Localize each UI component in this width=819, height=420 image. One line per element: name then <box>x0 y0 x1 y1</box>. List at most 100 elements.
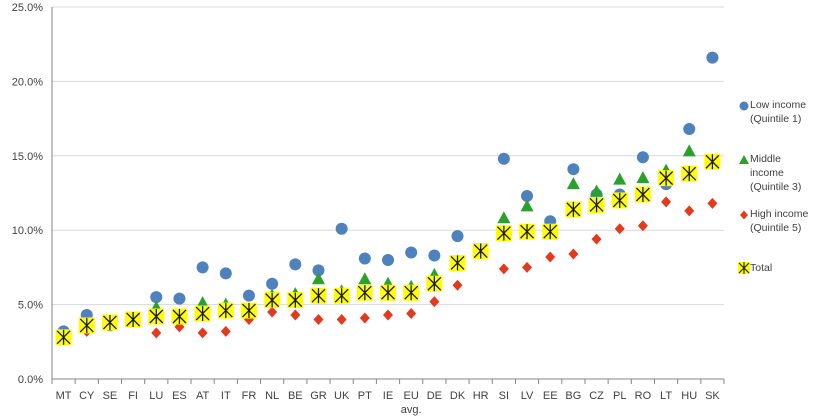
data-point <box>359 312 370 324</box>
data-point <box>313 313 324 325</box>
x-tick-label: SE <box>103 390 118 402</box>
legend-label: (Quintile 5) <box>750 222 801 234</box>
data-point <box>310 287 327 304</box>
data-point <box>428 249 441 262</box>
series-triangle <box>149 144 696 313</box>
x-tick-label: GR <box>310 390 327 402</box>
data-point <box>380 284 396 301</box>
x-tick-label: RO <box>635 390 652 402</box>
x-tick-label: LU <box>149 390 163 402</box>
data-point <box>197 327 208 339</box>
data-point <box>289 258 302 271</box>
x-tick-label: FR <box>242 390 257 402</box>
legend: Low income (Quintile 1) Middle income (Quint… <box>738 99 809 274</box>
data-point <box>148 308 165 325</box>
data-point <box>522 261 533 273</box>
data-point <box>356 284 373 301</box>
data-point <box>588 196 605 213</box>
legend-marker <box>739 155 749 164</box>
y-tick-label: 25.0% <box>12 2 43 14</box>
x-tick-label: SI <box>499 390 509 402</box>
data-point <box>55 329 72 346</box>
data-point <box>521 189 534 202</box>
data-point <box>150 291 163 304</box>
series-diamond <box>81 196 718 339</box>
data-point <box>264 292 281 309</box>
legend-label: (Quintile 1) <box>750 113 801 125</box>
x-tick-label: NL <box>265 390 279 402</box>
data-point <box>429 296 440 308</box>
legend-label: Middle <box>750 153 781 165</box>
data-point <box>682 144 696 157</box>
y-tick-label: 15.0% <box>12 151 43 163</box>
x-tick-label: ES <box>172 390 187 402</box>
data-point <box>266 277 279 290</box>
data-point <box>125 311 142 328</box>
legend-item: Middle income (Quintile 3) <box>739 153 801 193</box>
x-tick-label: CZ <box>589 390 604 402</box>
data-point <box>287 292 304 309</box>
data-point <box>684 205 695 217</box>
y-axis-tick-labels: 0.0% 5.0% 10.0% 15.0% 20.0% 25.0% <box>12 2 43 386</box>
y-tick-label: 5.0% <box>18 300 43 312</box>
data-point <box>472 243 489 260</box>
x-tick-label: PL <box>613 390 626 402</box>
data-point <box>406 308 417 320</box>
data-point <box>219 267 232 280</box>
data-point <box>542 223 559 240</box>
data-point <box>568 248 579 260</box>
data-point <box>707 197 718 209</box>
x-tick-label: UK <box>334 390 350 402</box>
legend-label: income <box>750 167 784 179</box>
data-point <box>634 186 651 203</box>
data-point <box>452 279 463 291</box>
data-point <box>336 313 347 325</box>
data-point <box>217 302 234 319</box>
x-tick-label: BG <box>565 390 581 402</box>
x-tick-label: CY <box>79 390 95 402</box>
x-tick-label: LV <box>521 390 534 402</box>
data-point <box>358 272 372 285</box>
x-tick-label: BE <box>288 390 303 402</box>
data-point <box>383 309 393 321</box>
y-tick-label: 0.0% <box>18 374 43 386</box>
x-tick-label: IE <box>383 390 393 402</box>
data-point <box>704 153 721 170</box>
data-point <box>426 275 443 292</box>
data-point <box>194 305 211 322</box>
data-point <box>267 306 278 318</box>
data-point <box>495 225 512 242</box>
x-tick-label: EE <box>543 390 558 402</box>
x-tick-label: LT <box>660 390 672 402</box>
legend-item: Total <box>738 262 772 274</box>
data-point <box>497 152 510 165</box>
gridlines <box>52 6 724 306</box>
data-point <box>611 192 628 209</box>
legend-item: High income (Quintile 5) <box>740 208 809 234</box>
data-point <box>358 252 371 265</box>
x-tick-label: MT <box>56 390 72 402</box>
data-point <box>220 325 231 337</box>
data-point <box>451 230 464 243</box>
data-point <box>497 211 511 224</box>
y-tick-label: 10.0% <box>12 225 43 237</box>
x-tick-sublabel: avg. <box>401 404 422 416</box>
data-point <box>335 222 348 235</box>
legend-label: Low income <box>750 99 806 111</box>
legend-label: Total <box>750 262 772 274</box>
x-tick-label: FI <box>128 390 138 402</box>
legend-label: High income <box>750 208 809 220</box>
data-point <box>311 272 325 285</box>
data-point <box>405 246 418 259</box>
data-point <box>382 253 394 266</box>
data-point <box>566 177 580 190</box>
data-point <box>661 196 672 208</box>
legend-item: Low income (Quintile 1) <box>739 99 806 125</box>
data-point <box>242 289 255 302</box>
data-point <box>101 314 118 331</box>
data-point <box>196 261 209 274</box>
data-point <box>591 233 602 245</box>
x-tick-label: EU <box>404 390 419 402</box>
